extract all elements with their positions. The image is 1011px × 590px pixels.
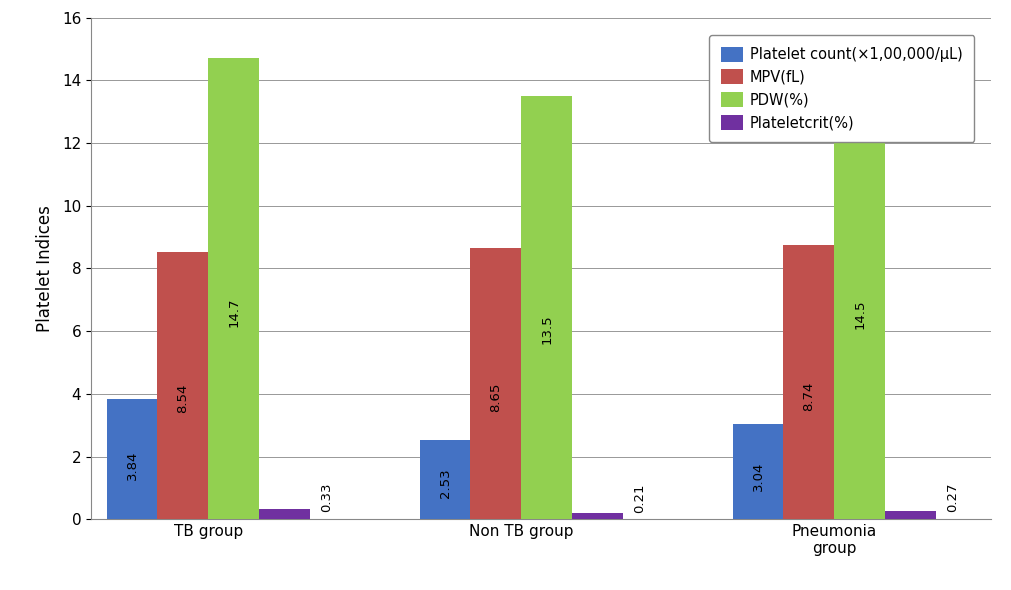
- Bar: [470, 248, 522, 519]
- Text: 3.84: 3.84: [125, 450, 139, 480]
- Bar: [834, 65, 886, 519]
- Bar: [208, 58, 259, 519]
- Text: 8.65: 8.65: [489, 382, 502, 412]
- Text: 14.5: 14.5: [853, 300, 866, 329]
- Bar: [158, 251, 208, 519]
- Text: 8.74: 8.74: [803, 381, 815, 411]
- Bar: [106, 399, 158, 519]
- Text: 0.27: 0.27: [946, 483, 959, 513]
- Bar: [733, 424, 784, 519]
- Text: 0.21: 0.21: [633, 484, 646, 513]
- Bar: [420, 440, 470, 519]
- Text: 3.04: 3.04: [751, 461, 764, 491]
- Text: 2.53: 2.53: [439, 468, 452, 499]
- Bar: [572, 513, 623, 519]
- Text: 8.54: 8.54: [177, 384, 189, 414]
- Text: 13.5: 13.5: [540, 314, 553, 343]
- Bar: [522, 96, 572, 519]
- Text: 0.33: 0.33: [320, 482, 334, 512]
- Text: 14.7: 14.7: [227, 297, 241, 327]
- Bar: [784, 245, 834, 519]
- Y-axis label: Platelet Indices: Platelet Indices: [35, 205, 54, 332]
- Legend: Platelet count(×1,00,000/μL), MPV(fL), PDW(%), Plateletcrit(%): Platelet count(×1,00,000/μL), MPV(fL), P…: [710, 35, 975, 142]
- Bar: [886, 511, 936, 519]
- Bar: [259, 509, 310, 519]
